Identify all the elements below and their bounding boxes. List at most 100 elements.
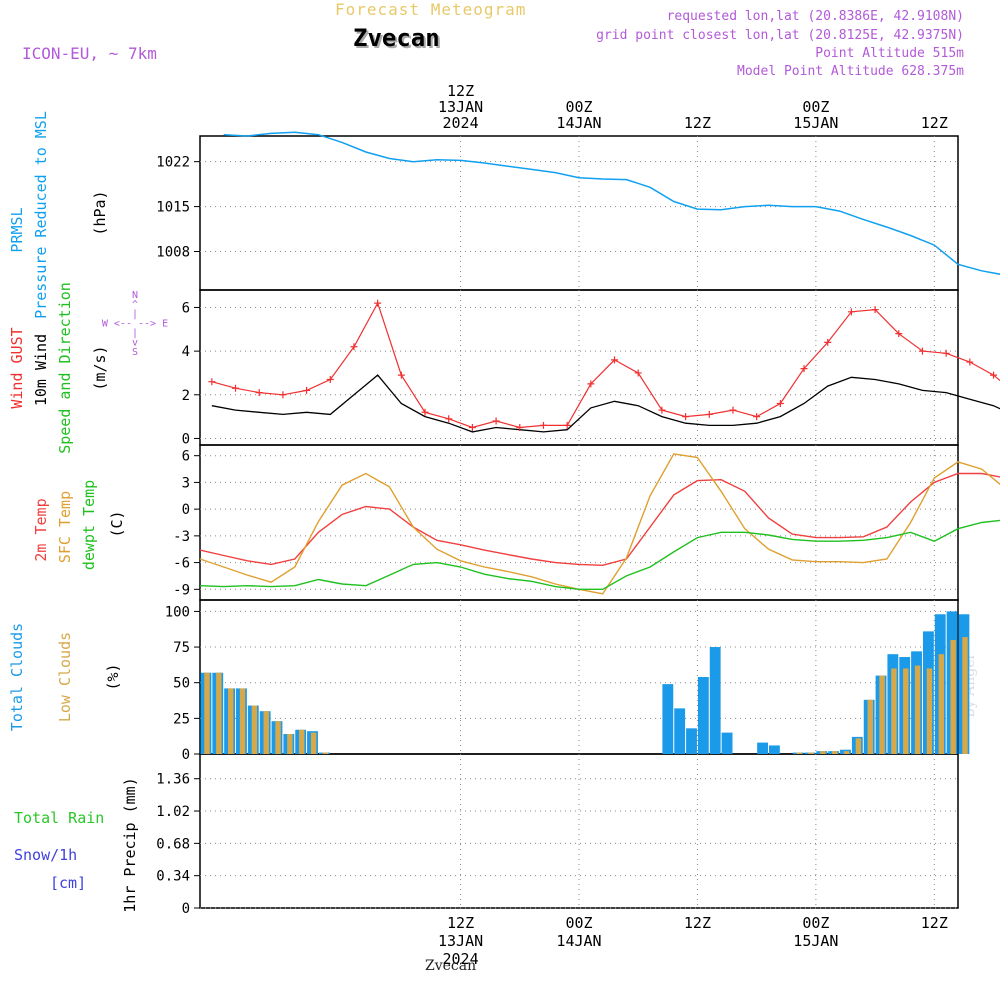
low-cloud-bar bbox=[227, 688, 234, 754]
y-tick-label: -3 bbox=[173, 529, 190, 545]
gust-marker bbox=[990, 371, 998, 379]
wind-unit: (m/s) bbox=[91, 345, 109, 390]
top-time-label: 12Z bbox=[684, 114, 711, 132]
bottom-time-label: 12Z bbox=[447, 914, 474, 932]
gust-marker bbox=[634, 369, 642, 377]
precip-ylabel: 1hr Precip (mm) bbox=[121, 777, 139, 912]
y-tick-label: 0.68 bbox=[156, 836, 190, 852]
gust-marker bbox=[871, 306, 879, 314]
gust-marker bbox=[208, 378, 216, 386]
gust-marker bbox=[445, 415, 453, 423]
gust-marker bbox=[421, 408, 429, 416]
wind-compass: ^ bbox=[132, 300, 138, 311]
low-cloud-bar bbox=[820, 751, 826, 754]
low-cloud-bar bbox=[879, 675, 885, 754]
bottom-time-label: 00Z bbox=[565, 914, 592, 932]
y-tick-label: 0.34 bbox=[156, 869, 190, 885]
rain-label: Total Rain bbox=[14, 809, 104, 827]
gust-marker bbox=[942, 349, 950, 357]
gust-marker bbox=[966, 358, 974, 366]
gust-marker bbox=[705, 410, 713, 418]
low-cloud-bar bbox=[914, 665, 921, 754]
sfc-temp-label: SFC Temp bbox=[56, 491, 74, 563]
y-tick-label: 0 bbox=[182, 747, 190, 763]
y-tick-label: 0 bbox=[182, 901, 190, 917]
y-tick-label: 3 bbox=[182, 475, 190, 491]
t2m-line bbox=[199, 472, 1000, 567]
low-cloud-bar bbox=[962, 637, 968, 754]
model-altitude: Model Point Altitude 628.375m bbox=[737, 64, 964, 79]
gust-marker bbox=[374, 299, 382, 307]
bottom-time-label: 00Z bbox=[802, 914, 829, 932]
low-cloud-bar bbox=[891, 668, 897, 754]
wind-compass: S bbox=[132, 347, 138, 358]
gust-marker bbox=[397, 371, 405, 379]
total-cloud-bar bbox=[697, 677, 709, 754]
wind-compass: W <-- --> E bbox=[102, 319, 168, 330]
y-tick-label: 1.36 bbox=[156, 772, 190, 788]
low-cloud-bar bbox=[832, 751, 838, 754]
low-cloud-bar bbox=[950, 639, 956, 754]
wind-dir-label: Speed and Direction bbox=[56, 282, 74, 454]
dewpoint-line bbox=[199, 519, 1000, 590]
gridpoint-coords: grid point closest lon,lat (20.8125E, 42… bbox=[596, 28, 964, 43]
gust-marker bbox=[800, 365, 808, 373]
wind-gust-line bbox=[211, 301, 1000, 429]
low-cloud-bar bbox=[299, 729, 305, 754]
gust-marker bbox=[516, 424, 524, 432]
y-tick-label: -6 bbox=[173, 556, 190, 572]
wind-compass: | bbox=[132, 328, 138, 339]
y-tick-label: 6 bbox=[182, 300, 190, 316]
gust-marker bbox=[350, 343, 358, 351]
gust-marker bbox=[255, 389, 263, 397]
low-cloud-bar bbox=[808, 752, 814, 754]
pressure-unit: (hPa) bbox=[91, 190, 109, 235]
y-tick-label: 1015 bbox=[156, 200, 190, 216]
model-label: ICON-EU, ~ 7km bbox=[22, 44, 157, 63]
y-tick-label: 25 bbox=[173, 711, 190, 727]
top-time-label: 14JAN bbox=[556, 114, 601, 132]
low-cloud-bar bbox=[322, 752, 329, 754]
low-cloud-bar bbox=[903, 668, 909, 754]
low-cloud-bar bbox=[855, 738, 862, 754]
top-time-label: 00Z bbox=[565, 98, 592, 116]
total-cloud-bar bbox=[709, 647, 721, 754]
pressure-line bbox=[223, 131, 1000, 275]
top-time-label: 13JAN bbox=[438, 98, 483, 116]
gust-marker bbox=[232, 384, 240, 392]
y-tick-label: 0 bbox=[182, 431, 190, 447]
low-cloud-bar bbox=[938, 654, 945, 754]
bottom-station-label: Zvecan bbox=[425, 958, 477, 974]
low-cloud-bar bbox=[239, 688, 246, 754]
bottom-time-label: 12Z bbox=[684, 914, 711, 932]
gust-marker bbox=[279, 391, 287, 399]
gust-marker bbox=[658, 406, 666, 414]
total-cloud-bar bbox=[686, 728, 697, 754]
low-cloud-bar bbox=[275, 721, 281, 754]
gust-marker bbox=[539, 421, 547, 429]
y-tick-label: 75 bbox=[173, 640, 190, 656]
gust-marker bbox=[682, 413, 690, 421]
low-cloud-bar bbox=[251, 705, 258, 754]
gust-marker bbox=[326, 376, 334, 384]
wind-label: 10m Wind bbox=[32, 334, 50, 406]
gust-marker bbox=[563, 421, 571, 429]
y-tick-label: 100 bbox=[165, 604, 190, 620]
meteogram-title: Forecast Meteogram bbox=[335, 0, 527, 19]
y-tick-label: 50 bbox=[173, 676, 190, 692]
gust-marker bbox=[492, 417, 500, 425]
snow-unit-label: [cm] bbox=[50, 874, 86, 892]
total-clouds-label: Total Clouds bbox=[8, 623, 26, 731]
wind-compass: v bbox=[132, 338, 138, 349]
low-cloud-bar bbox=[867, 699, 873, 754]
bottom-time-label: 12Z bbox=[921, 914, 948, 932]
requested-coords: requested lon,lat (20.8386E, 42.9108N) bbox=[666, 9, 964, 24]
y-tick-label: 1008 bbox=[156, 245, 190, 261]
gust-marker bbox=[468, 424, 476, 432]
gust-marker bbox=[611, 356, 619, 364]
gust-marker bbox=[729, 406, 737, 414]
wind-compass: N bbox=[132, 290, 138, 301]
low-cloud-bar bbox=[796, 752, 802, 754]
sfc-temp-line bbox=[199, 453, 1000, 595]
top-time-label: 12Z bbox=[921, 114, 948, 132]
